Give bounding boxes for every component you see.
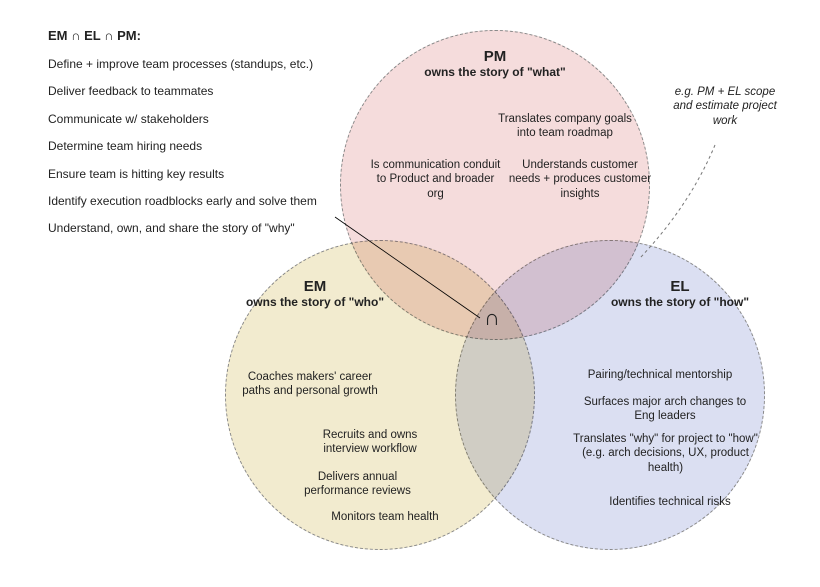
point-pm: Translates company goals into team roadm… [490, 112, 640, 141]
intersection-item: Deliver feedback to teammates [48, 84, 358, 98]
point-em: Delivers annual performance reviews [285, 470, 430, 499]
circle-name-pm: PM [415, 48, 575, 65]
circle-subtitle-em: owns the story of "who" [235, 295, 395, 309]
intersection-item: Understand, own, and share the story of … [48, 221, 358, 235]
circle-name-el: EL [600, 278, 760, 295]
intersection-item: Communicate w/ stakeholders [48, 112, 358, 126]
point-em: Monitors team health [310, 510, 460, 524]
circle-subtitle-pm: owns the story of "what" [415, 65, 575, 79]
point-el: Identifies technical risks [585, 495, 755, 509]
point-el: Pairing/technical mentorship [570, 368, 750, 382]
circle-subtitle-el: owns the story of "how" [600, 295, 760, 309]
intersection-item: Ensure team is hitting key results [48, 167, 358, 181]
intersection-item: Identify execution roadblocks early and … [48, 194, 358, 208]
intersection-title: EM ∩ EL ∩ PM: [48, 28, 358, 43]
intersection-list: EM ∩ EL ∩ PM: Define + improve team proc… [48, 28, 358, 249]
point-em: Coaches makers' career paths and persona… [240, 370, 380, 399]
point-pm: Understands customer needs + produces cu… [505, 158, 655, 201]
point-em: Recruits and owns interview workflow [300, 428, 440, 457]
circle-label-em: EM owns the story of "who" [235, 278, 395, 309]
intersection-item: Determine team hiring needs [48, 139, 358, 153]
circle-label-pm: PM owns the story of "what" [415, 48, 575, 79]
point-el: Surfaces major arch changes to Eng leade… [580, 395, 750, 424]
point-el: Translates "why" for project to "how" (e… [568, 432, 763, 475]
circle-label-el: EL owns the story of "how" [600, 278, 760, 309]
intersection-item: Define + improve team processes (standup… [48, 57, 358, 71]
center-intersection-symbol: ∩ [484, 305, 500, 331]
point-pm: Is communication conduit to Product and … [368, 158, 503, 201]
circle-name-em: EM [235, 278, 395, 295]
annotation-pm-el: e.g. PM + EL scope and estimate project … [670, 85, 780, 128]
